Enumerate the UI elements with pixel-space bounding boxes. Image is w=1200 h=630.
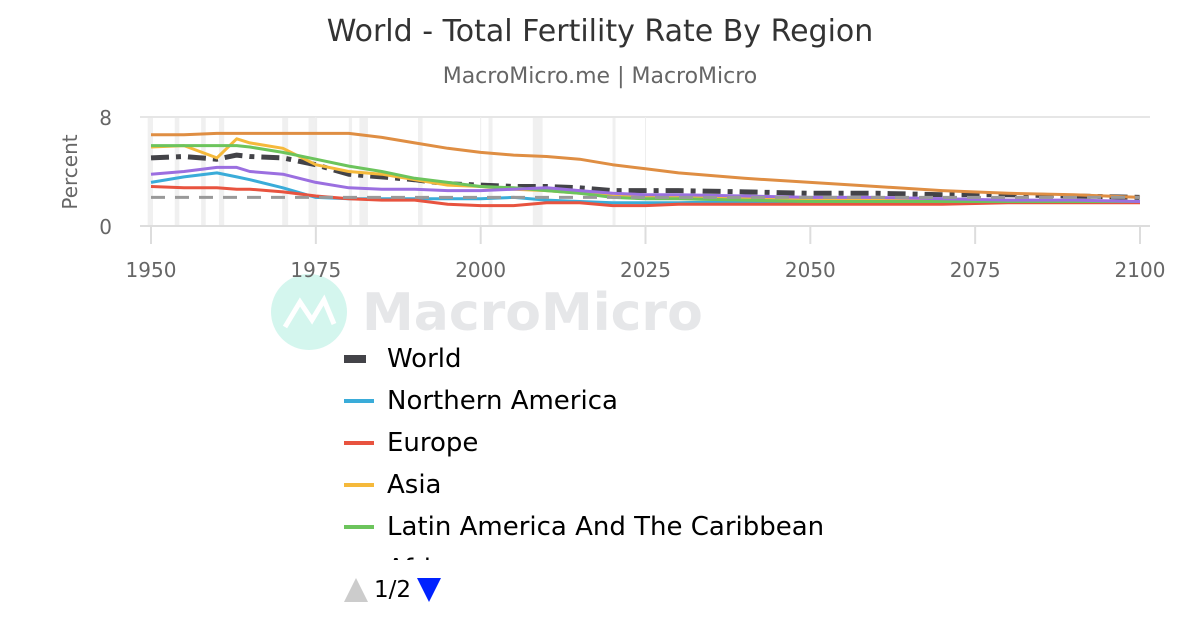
y-tick-label: 0: [99, 215, 112, 239]
series-line-world: [150, 152, 1141, 200]
legend-label: Northern America: [387, 386, 618, 416]
x-tick-label: 2100: [1115, 258, 1166, 282]
legend-label: Europe: [387, 428, 479, 458]
legend-line-icon: [344, 399, 374, 403]
triangle-down-icon[interactable]: [417, 578, 442, 602]
legend-item-europe[interactable]: Europe: [344, 422, 944, 464]
shaded-period: [218, 117, 225, 226]
y-tick-label: 8: [99, 106, 112, 130]
legend-page: 1/2: [374, 577, 412, 603]
x-tick-label: 2075: [950, 258, 1001, 282]
shaded-period: [308, 117, 318, 226]
legend-item-northern-america[interactable]: Northern America: [344, 380, 944, 422]
watermark-logo: MacroMicro: [271, 274, 703, 350]
legend-item-latin-america-and-the-caribbean[interactable]: Latin America And The Caribbean: [344, 506, 944, 548]
legend-item-asia[interactable]: Asia: [344, 464, 944, 506]
legend-navigation: 1/2: [344, 577, 442, 603]
y-axis-label: Percent: [58, 134, 82, 209]
chart-title: World - Total Fertility Rate By Region: [326, 14, 874, 49]
shaded-period: [418, 117, 423, 226]
legend-line-icon: [344, 441, 374, 445]
shaded-period: [612, 117, 616, 226]
x-tick-label: 2000: [455, 258, 506, 282]
chart-subtitle: MacroMicro.me | MacroMicro: [442, 64, 758, 89]
watermark-text: MacroMicro: [362, 283, 703, 343]
shaded-period: [282, 117, 289, 226]
legend: World Northern America Europe Asia Latin Ame…: [344, 338, 944, 560]
x-tick-label: 1950: [126, 258, 177, 282]
legend-item-africa[interactable]: Africa: [344, 548, 944, 560]
legend-label: Latin America And The Caribbean: [387, 512, 825, 542]
shaded-period: [488, 117, 493, 226]
x-tick-label: 2025: [620, 258, 671, 282]
triangle-up-icon[interactable]: [344, 578, 368, 602]
legend-label: Asia: [387, 470, 442, 500]
legend-line-icon: [344, 483, 374, 487]
shaded-period: [147, 117, 153, 226]
legend-label: World: [387, 344, 462, 374]
x-tick-label: 2050: [785, 258, 836, 282]
series-line-europe: [150, 185, 1140, 208]
shaded-period: [532, 117, 543, 226]
series-line-africa: [151, 131, 1141, 199]
legend-item-world[interactable]: World: [344, 338, 944, 380]
legend-label: Africa: [387, 554, 461, 560]
x-tick-label: 1975: [290, 258, 341, 282]
shaded-period: [201, 117, 206, 226]
legend-line-icon: [344, 525, 374, 529]
legend-line-icon: [344, 355, 366, 363]
